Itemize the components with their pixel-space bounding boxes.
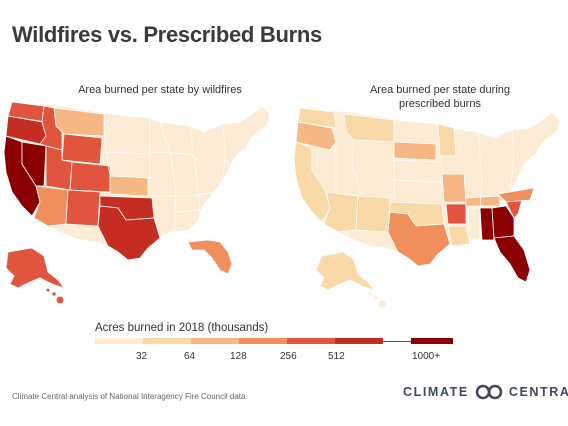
legend-gap-line (383, 341, 411, 342)
legend-label-1000-plus: 1000+ (412, 351, 441, 362)
legend-swatch-3 (191, 338, 239, 344)
montana (343, 113, 395, 143)
california (293, 141, 331, 223)
minnesota (437, 123, 457, 157)
legend-label-512: 512 (328, 351, 345, 362)
florida (493, 235, 531, 283)
arizona (33, 185, 69, 227)
nevada (21, 141, 47, 187)
montana (53, 107, 105, 137)
washington (297, 107, 337, 129)
georgia (491, 205, 515, 239)
hawaii (368, 292, 386, 308)
hawaii (46, 288, 64, 304)
colorado (69, 161, 111, 193)
tennessee (465, 195, 501, 207)
brand-text-left: CLIMATE (403, 385, 469, 399)
legend-label-32: 32 (136, 351, 148, 362)
new-mexico (355, 195, 391, 233)
kansas (109, 175, 149, 197)
oregon (295, 121, 337, 151)
rings-logo-icon (475, 384, 503, 400)
state-borders (103, 113, 227, 233)
mississippi (467, 207, 481, 241)
louisiana (447, 225, 471, 247)
new-mexico (65, 189, 101, 227)
climate-central-logo: CLIMATE CENTRAL (403, 384, 568, 400)
legend-title: Acres burned in 2018 (thousands) (95, 322, 269, 334)
brand-text-right: CENTRAL (508, 385, 568, 399)
legend-swatch-6 (335, 338, 383, 344)
prescribed-map-title-line2: prescribed burns (399, 98, 481, 110)
alaska (5, 247, 66, 289)
south-dakota (393, 141, 437, 161)
arkansas (445, 203, 467, 225)
page-title: Wildfires vs. Prescribed Burns (12, 22, 322, 47)
alabama (479, 207, 495, 241)
missouri (441, 173, 467, 203)
state-borders (335, 120, 515, 209)
legend-swatch-2 (143, 338, 191, 344)
source-note: Climate Central analysis of National Int… (12, 392, 246, 401)
wyoming (61, 133, 103, 165)
arizona (323, 191, 359, 233)
legend-swatch-5 (287, 338, 335, 344)
wildfire-map (3, 101, 271, 304)
prescribed-burn-map (293, 107, 561, 308)
legend-color-bar (95, 338, 453, 344)
prescribed-map-title: Area burned per state during prescribed … (350, 83, 530, 111)
legend-swatch-4 (239, 338, 287, 344)
legend-label-64: 64 (184, 351, 196, 362)
florida (187, 239, 233, 275)
oklahoma (389, 201, 445, 227)
wildfire-map-title: Area burned per state by wildfires (78, 84, 242, 96)
legend-label-128: 128 (230, 351, 247, 362)
north-carolina (497, 187, 535, 203)
legend-swatch-1 (95, 338, 143, 344)
alaska (315, 251, 376, 291)
texas (97, 205, 161, 261)
legend-swatch-7 (411, 338, 453, 344)
prescribed-map-title-line1: Area burned per state during (369, 84, 511, 96)
legend-label-256: 256 (280, 351, 297, 362)
